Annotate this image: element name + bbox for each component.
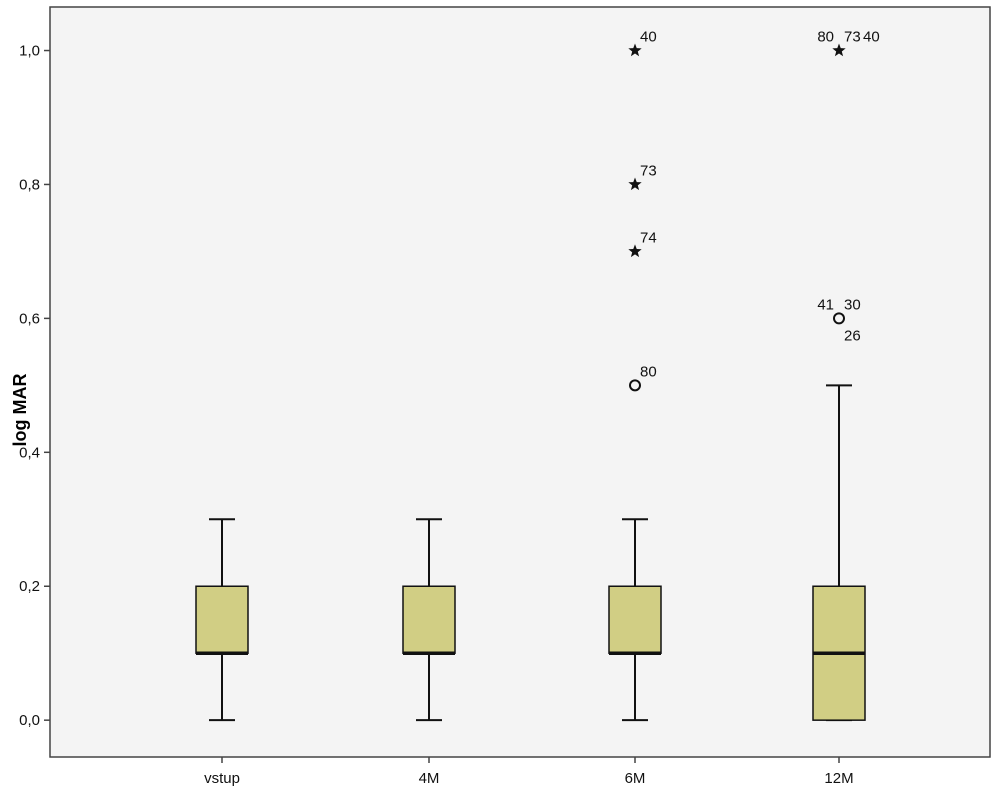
outlier-label: 73 <box>844 29 861 46</box>
x-tick-label: vstup <box>204 770 240 787</box>
box <box>195 585 249 654</box>
outlier-label: 40 <box>863 29 880 46</box>
y-tick-label: 0,4 <box>19 444 40 461</box>
y-tick-label: 0,0 <box>19 712 40 729</box>
outlier-star-marker <box>628 177 642 191</box>
outlier-star-marker <box>628 43 642 57</box>
y-tick-label: 1,0 <box>19 43 40 60</box>
x-tick-label: 6M <box>625 770 646 787</box>
box <box>402 585 456 654</box>
box <box>608 585 662 654</box>
outlier-label: 40 <box>640 29 657 46</box>
y-tick-label: 0,8 <box>19 176 40 193</box>
outlier-label: 73 <box>640 162 657 179</box>
outlier-star-marker <box>628 244 642 258</box>
outlier-label: 30 <box>844 296 861 313</box>
x-tick-label: 4M <box>419 770 440 787</box>
outlier-label: 74 <box>640 229 657 246</box>
x-tick-label: 12M <box>824 770 853 787</box>
outlier-circle-marker <box>833 312 845 325</box>
outlier-circle-marker <box>629 379 641 392</box>
outlier-label: 80 <box>640 363 657 380</box>
outlier-label: 41 <box>817 296 834 313</box>
y-tick-label: 0,6 <box>19 310 40 327</box>
outlier-star-marker <box>832 43 846 57</box>
y-tick-label: 0,2 <box>19 578 40 595</box>
outlier-label: 80 <box>817 29 834 46</box>
outlier-label: 26 <box>844 327 861 344</box>
y-axis-label: log MAR <box>10 374 30 447</box>
